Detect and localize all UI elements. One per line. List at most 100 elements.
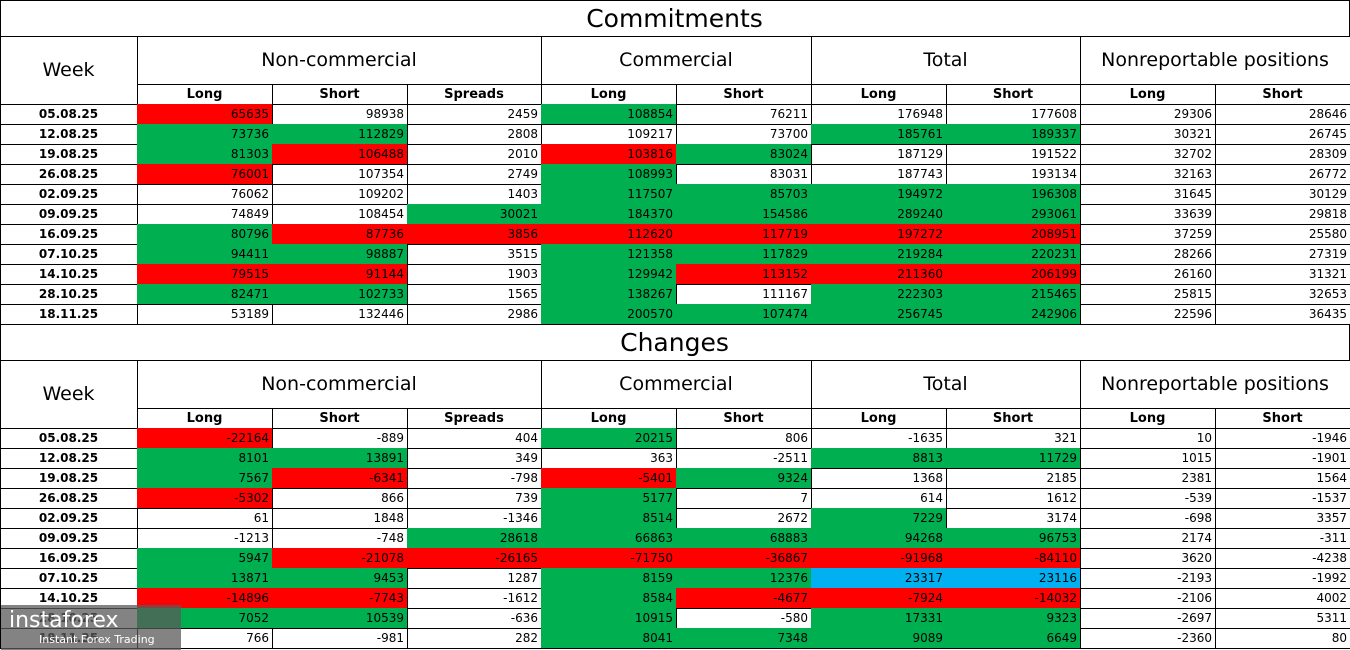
value-cell: 8584 [541,588,677,609]
value-cell: -748 [272,528,408,549]
value-cell: 1287 [407,568,542,589]
value-cell: 102733 [272,284,408,305]
week-cell: 09.09.25 [0,204,138,225]
value-cell: -1946 [1215,428,1350,449]
value-cell: 108454 [272,204,408,225]
value-cell: 79515 [137,264,273,285]
column-header: Spreads [407,408,542,429]
value-cell: 187129 [811,144,947,165]
column-header: Short [1215,408,1350,429]
value-cell: 154586 [676,204,812,225]
value-cell: 121358 [541,244,677,265]
value-cell: 187743 [811,164,947,185]
value-cell: 9324 [676,468,812,489]
value-cell: -2193 [1080,568,1216,589]
value-cell: 37259 [1080,224,1216,245]
value-cell: 117719 [676,224,812,245]
value-cell: 91144 [272,264,408,285]
value-cell: 76001 [137,164,273,185]
column-header: Short [676,84,812,105]
value-cell: 76211 [676,104,812,125]
week-cell: 12.08.25 [0,124,138,145]
value-cell: 215465 [946,284,1081,305]
column-header: Long [811,84,947,105]
value-cell: 2381 [1080,468,1216,489]
column-header: Long [541,84,677,105]
value-cell: 132446 [272,304,408,325]
value-cell: 2174 [1080,528,1216,549]
column-header: Long [811,408,947,429]
value-cell: -580 [676,608,812,629]
value-cell: -1346 [407,508,542,529]
value-cell: -636 [407,608,542,629]
value-cell: 206199 [946,264,1081,285]
value-cell: 404 [407,428,542,449]
value-cell: 17331 [811,608,947,629]
week-cell: 05.08.25 [0,104,138,125]
value-cell: 3174 [946,508,1081,529]
value-cell: 7 [676,488,812,509]
column-header: Short [946,84,1081,105]
week-cell: 26.08.25 [0,164,138,185]
value-cell: 282 [407,628,542,649]
column-header: Short [272,408,408,429]
week-cell: 19.08.25 [0,468,138,489]
value-cell: 30021 [407,204,542,225]
value-cell: -36867 [676,548,812,569]
section-title: Commitments [0,0,1350,37]
column-header: Long [1080,84,1216,105]
column-header: Short [272,84,408,105]
value-cell: 30129 [1215,184,1350,205]
value-cell: 98938 [272,104,408,125]
value-cell: 219284 [811,244,947,265]
value-cell: 65635 [137,104,273,125]
value-cell: -7924 [811,588,947,609]
week-cell: 05.08.25 [0,428,138,449]
watermark-brand: instaforex [9,608,119,633]
group-header: Nonreportable positions [1080,360,1350,409]
value-cell: 26745 [1215,124,1350,145]
value-cell: 13891 [272,448,408,469]
value-cell: -1213 [137,528,273,549]
value-cell: 197272 [811,224,947,245]
value-cell: 220231 [946,244,1081,265]
value-cell: 2808 [407,124,542,145]
value-cell: 32653 [1215,284,1350,305]
value-cell: 3357 [1215,508,1350,529]
value-cell: 184370 [541,204,677,225]
value-cell: 32163 [1080,164,1216,185]
value-cell: 3620 [1080,548,1216,569]
value-cell: 81303 [137,144,273,165]
value-cell: -2697 [1080,608,1216,629]
value-cell: -798 [407,468,542,489]
value-cell: 1403 [407,184,542,205]
column-header: Long [137,84,273,105]
value-cell: 83024 [676,144,812,165]
group-header: Nonreportable positions [1080,36,1350,85]
week-cell: 07.10.25 [0,244,138,265]
value-cell: 363 [541,448,677,469]
value-cell: 108993 [541,164,677,185]
value-cell: 113152 [676,264,812,285]
value-cell: 26772 [1215,164,1350,185]
value-cell: -5401 [541,468,677,489]
value-cell: 211360 [811,264,947,285]
value-cell: 10915 [541,608,677,629]
value-cell: 222303 [811,284,947,305]
value-cell: 98887 [272,244,408,265]
value-cell: 1015 [1080,448,1216,469]
value-cell: 22596 [1080,304,1216,325]
value-cell: -91968 [811,548,947,569]
group-header: Non-commercial [137,36,542,85]
value-cell: 1564 [1215,468,1350,489]
week-cell: 14.10.25 [0,264,138,285]
value-cell: 2672 [676,508,812,529]
value-cell: 12376 [676,568,812,589]
value-cell: 73736 [137,124,273,145]
value-cell: -14032 [946,588,1081,609]
value-cell: -539 [1080,488,1216,509]
column-header: Long [541,408,677,429]
week-cell: 02.09.25 [0,184,138,205]
value-cell: 4002 [1215,588,1350,609]
